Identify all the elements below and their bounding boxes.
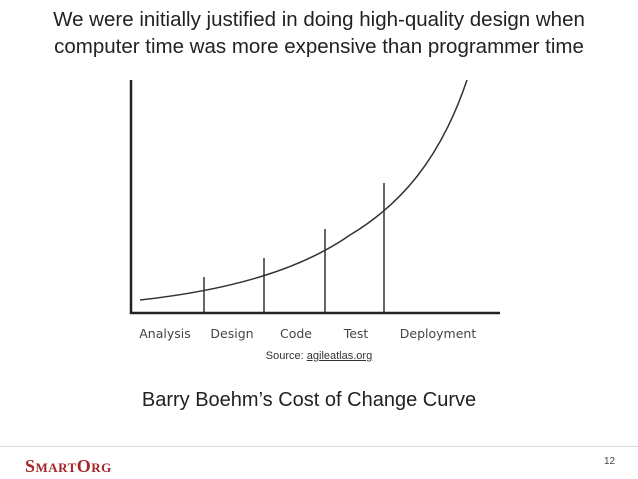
phase-label: Analysis — [139, 326, 191, 341]
phase-label: Design — [210, 326, 253, 341]
source: Source: agileatlas.org — [0, 350, 638, 362]
phase-label: Deployment — [400, 326, 477, 341]
source-link[interactable]: agileatlas.org — [306, 350, 373, 362]
title-line: computer time was more expensive than pr… — [54, 35, 584, 58]
source-label: Source: — [265, 350, 304, 362]
logo: SmartOrg — [25, 456, 112, 476]
footer-rule — [0, 446, 638, 447]
phase-label: Code — [280, 326, 312, 341]
slide-title: We were initially justified in doing hig… — [0, 6, 638, 60]
cost-curve — [139, 79, 468, 301]
page-number: 12 — [604, 456, 616, 467]
title-line: We were initially justified in doing hig… — [53, 8, 585, 31]
phase-label: Test — [343, 326, 369, 341]
caption: Barry Boehm’s Cost of Change Curve — [141, 389, 477, 411]
